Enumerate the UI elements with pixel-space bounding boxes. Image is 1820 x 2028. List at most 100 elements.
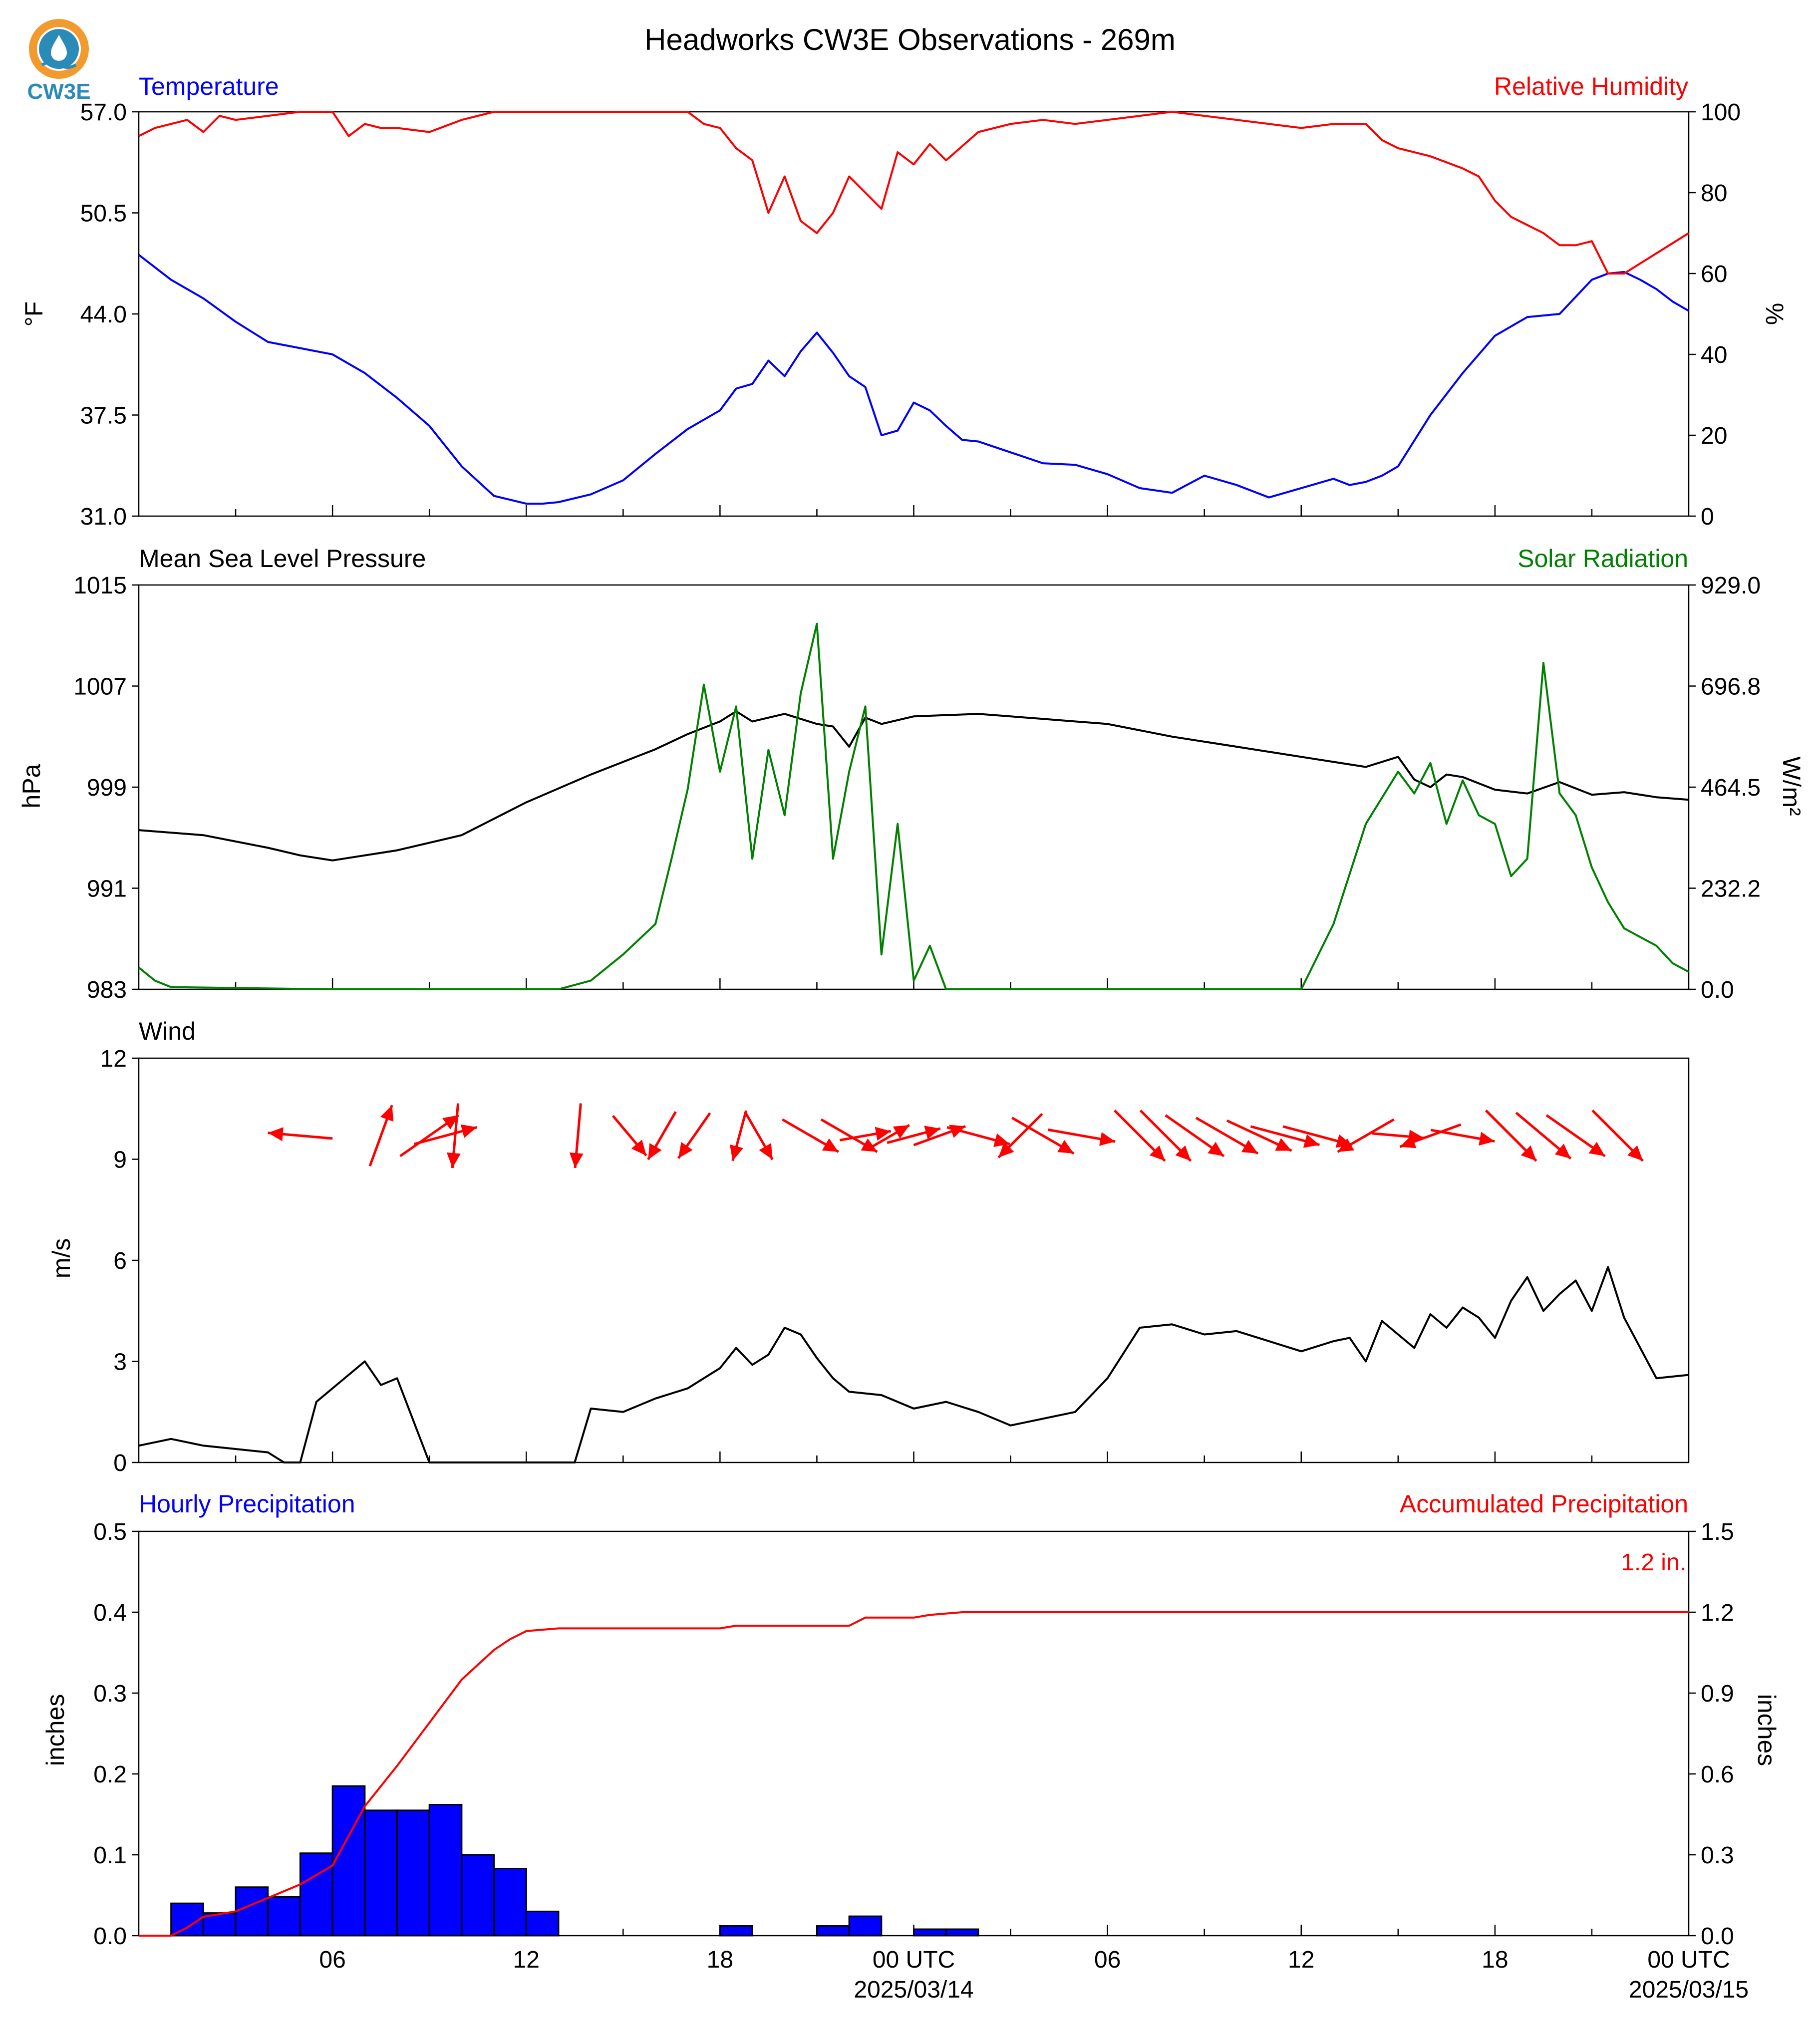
y-right-tick-label: 0.3 xyxy=(1701,1842,1734,1869)
y-tick-label: 1007 xyxy=(73,674,127,700)
x-tick-label: 12 xyxy=(513,1947,540,1973)
pressure-ylabel: hPa xyxy=(17,764,45,808)
y-tick-label: 0.3 xyxy=(93,1681,127,1707)
time-axis: 06 12 18 00 UTC 2025/03/14 06 12 18 00 UTC 2025/0… xyxy=(319,1947,1749,2003)
y-right-tick-label: 0 xyxy=(1701,504,1714,530)
y-right-tick-label: 0.0 xyxy=(1701,1923,1734,1950)
wind-arrow xyxy=(781,1118,840,1153)
wind-arrow-head xyxy=(1554,1144,1571,1159)
precip-bar xyxy=(493,1868,527,1937)
wind-arrow-head xyxy=(729,1144,744,1161)
wind-arrows xyxy=(268,1103,1644,1168)
wind-arrow-head xyxy=(678,1142,693,1159)
cw3e-logo: CW3E xyxy=(27,19,91,104)
wind-arrow xyxy=(569,1103,584,1168)
wind-arrow-head xyxy=(759,1143,773,1160)
wind-arrow xyxy=(414,1124,477,1146)
wind-arrow-head xyxy=(380,1105,394,1122)
precip-bar xyxy=(364,1809,398,1937)
precip-bar xyxy=(816,1925,850,1937)
y-right-tick-label: 0.0 xyxy=(1701,977,1734,1003)
temperature-ylabel: °F xyxy=(20,301,48,327)
wind-arrow xyxy=(1139,1109,1192,1162)
wind-arrow-head xyxy=(924,1126,940,1140)
wind-arrow xyxy=(1515,1112,1572,1160)
y-tick-label: 0.1 xyxy=(93,1842,127,1869)
y-right-tick-label: 0.6 xyxy=(1701,1761,1734,1788)
wind-arrow-head xyxy=(1099,1132,1116,1146)
wind-title: Wind xyxy=(139,1017,196,1045)
precip-bar xyxy=(428,1804,463,1937)
x-tick-label: 12 xyxy=(1288,1947,1314,1973)
y-tick-label: 31.0 xyxy=(80,504,127,530)
wind-arrow xyxy=(820,1118,878,1153)
wind-arrow-head xyxy=(861,1138,878,1152)
wind-arrow-head xyxy=(268,1127,284,1142)
pressure-panel: Mean Sea Level Pressure Solar Radiation … xyxy=(17,545,1806,1003)
solar-radiation-line xyxy=(138,622,1689,990)
wind-arrow-head xyxy=(1241,1140,1258,1154)
wind-arrow-head xyxy=(998,1142,1014,1158)
x-tick-label: 18 xyxy=(707,1947,733,1973)
accum-ylabel: inches xyxy=(1753,1694,1781,1766)
wind-arrow xyxy=(887,1126,941,1144)
wind-arrow xyxy=(1011,1117,1075,1155)
solar-ylabel: W/m² xyxy=(1778,756,1806,816)
hourly-precip-title: Hourly Precipitation xyxy=(139,1490,355,1518)
y-right-tick-label: 100 xyxy=(1701,99,1741,126)
wind-arrow-head xyxy=(1208,1142,1224,1157)
wind-arrow-head xyxy=(875,1127,891,1141)
logo-ring xyxy=(29,19,89,79)
accum-precip-title: Accumulated Precipitation xyxy=(1400,1490,1688,1518)
wind-arrow xyxy=(1399,1123,1462,1149)
y-tick-label: 9 xyxy=(113,1147,127,1173)
wind-arrow xyxy=(368,1105,394,1167)
wind-arrow-head xyxy=(1588,1142,1605,1157)
wind-arrow xyxy=(1048,1128,1116,1146)
wind-arrow xyxy=(1337,1118,1395,1153)
wind-arrow-head xyxy=(446,1152,461,1168)
wind-arrow xyxy=(997,1113,1043,1159)
mean-sea-level-pressure-line xyxy=(138,710,1689,862)
x-tick-label: 18 xyxy=(1482,1947,1508,1973)
y-right-tick-label: 1.2 xyxy=(1701,1600,1734,1626)
precip-bar xyxy=(461,1854,495,1937)
wind-arrow-head xyxy=(1337,1138,1354,1152)
wind-arrow xyxy=(1591,1109,1644,1162)
relative-humidity-line xyxy=(138,111,1690,275)
wind-arrow xyxy=(611,1115,647,1157)
wind-arrow-head xyxy=(1520,1145,1536,1161)
y-right-tick-label: 696.8 xyxy=(1701,674,1761,700)
wind-arrow xyxy=(1250,1125,1320,1148)
wind-arrow-head xyxy=(631,1140,646,1156)
wind-arrow xyxy=(1113,1109,1166,1162)
wind-arrow-head xyxy=(1175,1145,1191,1161)
humidity-title: Relative Humidity xyxy=(1494,72,1688,100)
wind-ylabel: m/s xyxy=(47,1238,75,1279)
precip-ylabel: inches xyxy=(41,1694,69,1766)
precip-bar xyxy=(525,1910,560,1937)
wind-line xyxy=(138,1266,1689,1463)
y-right-tick-label: 40 xyxy=(1701,342,1727,368)
precip-bar xyxy=(396,1809,430,1937)
y-tick-label: 12 xyxy=(100,1046,127,1072)
y-tick-label: 983 xyxy=(87,977,127,1003)
wave-icon xyxy=(41,61,77,69)
y-tick-label: 37.5 xyxy=(80,403,127,429)
wind-arrow-head xyxy=(442,1115,459,1130)
accum-total-label: 1.2 in. xyxy=(1621,1549,1686,1576)
temperature-line xyxy=(138,254,1690,505)
wind-arrow-head xyxy=(893,1125,910,1139)
y-tick-label: 0 xyxy=(113,1450,127,1476)
pressure-title: Mean Sea Level Pressure xyxy=(139,545,426,573)
precip-bar xyxy=(299,1852,333,1937)
y-right-tick-label: 0.9 xyxy=(1701,1681,1734,1707)
temperature-panel: Temperature Relative Humidity °F % 31.0 3… xyxy=(20,72,1789,530)
logo-text: CW3E xyxy=(27,79,90,104)
wind-arrow xyxy=(872,1124,910,1148)
humidity-ylabel: % xyxy=(1761,303,1789,325)
wind-arrow-head xyxy=(1627,1145,1643,1161)
wind-arrow xyxy=(1226,1119,1292,1152)
